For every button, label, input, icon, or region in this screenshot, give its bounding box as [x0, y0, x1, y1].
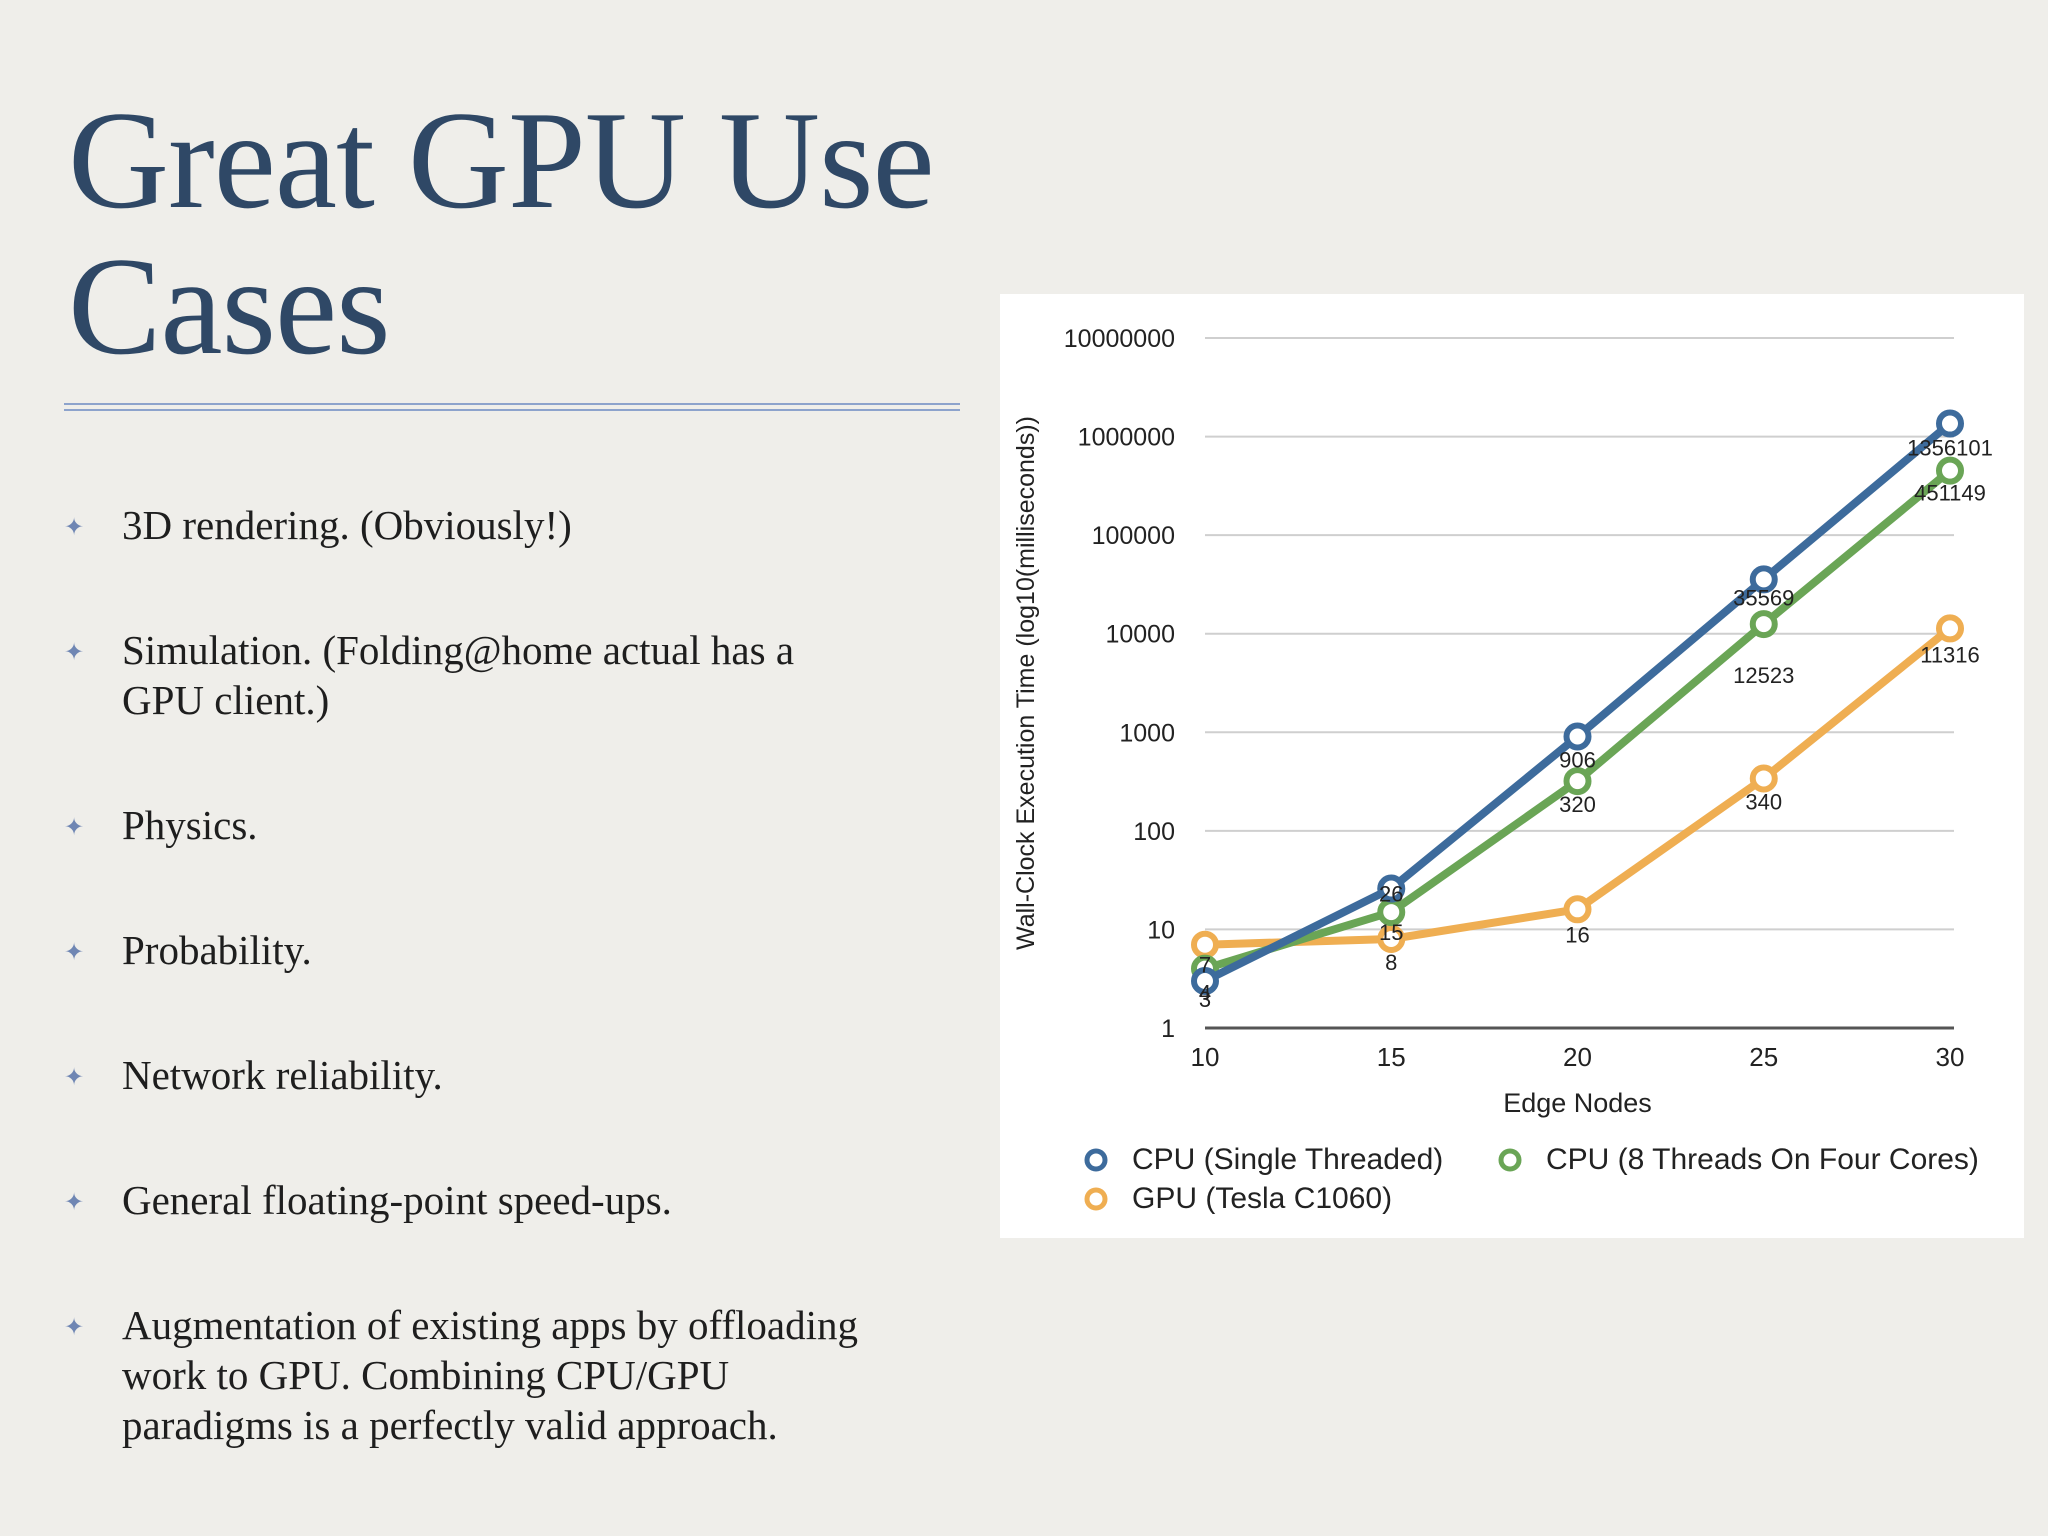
title-line-1: Great GPU Use [68, 83, 935, 238]
bullet-marker-icon: ✦ [64, 813, 85, 841]
bullet-item: ✦ Augmentation of existing apps by offlo… [60, 1300, 960, 1450]
legend-marker-icon [1084, 1148, 1108, 1172]
x-tick-label: 15 [1377, 1042, 1406, 1072]
title-line-2: Cases [68, 229, 391, 384]
legend-label: GPU (Tesla C1060) [1132, 1182, 1392, 1215]
bullet-item: ✦ Network reliability. [60, 1050, 960, 1100]
y-tick-label: 1000 [1119, 719, 1175, 747]
y-tick-label: 100000 [1092, 522, 1175, 550]
bullet-text: Probability. [122, 927, 312, 973]
bullet-marker-icon: ✦ [64, 938, 85, 966]
data-label: 26 [1379, 882, 1403, 907]
title-divider [64, 403, 960, 411]
data-label: 906 [1559, 748, 1596, 773]
data-point [1749, 565, 1778, 594]
data-label: 340 [1745, 789, 1782, 814]
data-point [1749, 764, 1778, 793]
data-point [1563, 767, 1592, 796]
bullet-marker-icon: ✦ [64, 1188, 85, 1216]
data-label: 8 [1385, 950, 1397, 975]
legend-marker-icon [1498, 1148, 1522, 1172]
legend: CPU (Single Threaded) CPU (8 Threads On F… [1084, 1143, 1979, 1215]
bullet-text: Simulation. (Folding@home actual has a [122, 627, 795, 673]
data-point [1936, 614, 1964, 643]
x-tick-label: 25 [1749, 1042, 1778, 1072]
data-point [1377, 924, 1406, 953]
data-label: 15 [1379, 920, 1403, 945]
data-label: 7 [1199, 953, 1211, 978]
series [1191, 409, 1964, 995]
x-axis-label: Edge Nodes [1503, 1088, 1652, 1118]
data-label: 4 [1199, 981, 1211, 1006]
y-tick-label: 1 [1161, 1015, 1175, 1043]
bullet-marker-icon: ✦ [64, 638, 85, 666]
y-tick-label: 100 [1133, 818, 1175, 846]
bullet-text: paradigms is a perfectly valid approach. [122, 1402, 778, 1448]
data-point [1749, 610, 1778, 639]
slide-title: Great GPU Use Cases [68, 88, 968, 380]
data-point [1563, 895, 1592, 924]
data-label: 12523 [1733, 663, 1794, 688]
bullet-item: ✦ Probability. [60, 925, 960, 975]
bullet-list: ✦ 3D rendering. (Obviously!) ✦ Simulatio… [60, 486, 960, 1450]
legend-marker-icon [1084, 1187, 1108, 1211]
bullet-text: Physics. [122, 802, 258, 848]
bullet-text: work to GPU. Combining CPU/GPU [122, 1352, 730, 1398]
data-point [1936, 409, 1964, 438]
x-tick-label: 20 [1563, 1042, 1592, 1072]
data-label: 3 [1199, 987, 1211, 1012]
data-label: 11316 [1920, 642, 1980, 667]
y-tick-label: 10 [1147, 916, 1175, 944]
data-labels: 3 26 906 35569 1356101 4 15 320 12523 451149 7 8 16 3… [1199, 436, 1993, 1012]
y-tick-label: 10000 [1105, 621, 1175, 649]
bullet-item: ✦ Physics. [60, 800, 960, 850]
x-tick-label: 10 [1191, 1042, 1220, 1072]
data-point [1936, 456, 1964, 485]
data-point [1563, 722, 1592, 751]
line-chart: 1 10 100 1000 10000 100000 1000000 10000000 10 15… [1012, 325, 1993, 1215]
legend-label: CPU (8 Threads On Four Cores) [1546, 1143, 1979, 1176]
bullet-item: ✦ 3D rendering. (Obviously!) [60, 500, 960, 550]
y-axis-label: Wall-Clock Execution Time (log10(millise… [1012, 416, 1040, 950]
bullet-marker-icon: ✦ [64, 1063, 85, 1091]
data-label: 320 [1559, 792, 1596, 817]
data-point [1377, 874, 1406, 903]
y-tick-label: 10000000 [1064, 325, 1175, 353]
bullet-text: 3D rendering. (Obviously!) [122, 502, 572, 548]
bullet-marker-icon: ✦ [64, 1313, 85, 1341]
bullet-item: ✦ Simulation. (Folding@home actual has a… [60, 625, 960, 725]
bullet-item: ✦ General floating-point speed-ups. [60, 1175, 960, 1225]
data-point [1191, 966, 1219, 995]
data-label: 16 [1565, 922, 1589, 947]
bullet-text: General floating-point speed-ups. [122, 1177, 672, 1223]
data-label: 35569 [1733, 585, 1794, 610]
x-tick-label: 30 [1936, 1042, 1965, 1072]
legend-label: CPU (Single Threaded) [1132, 1143, 1443, 1176]
bullet-marker-icon: ✦ [64, 513, 85, 541]
bullet-text: Network reliability. [122, 1052, 443, 1098]
bullet-text: GPU client.) [122, 677, 330, 723]
y-tick-label: 1000000 [1078, 424, 1175, 452]
data-label: 1356101 [1907, 436, 1993, 461]
data-label: 451149 [1914, 481, 1986, 506]
chart-panel: 1 10 100 1000 10000 100000 1000000 10000000 10 15… [1000, 294, 2024, 1238]
axes: 1 10 100 1000 10000 100000 1000000 10000000 10 15… [1064, 325, 1965, 1072]
bullet-text: Augmentation of existing apps by offload… [122, 1302, 858, 1348]
